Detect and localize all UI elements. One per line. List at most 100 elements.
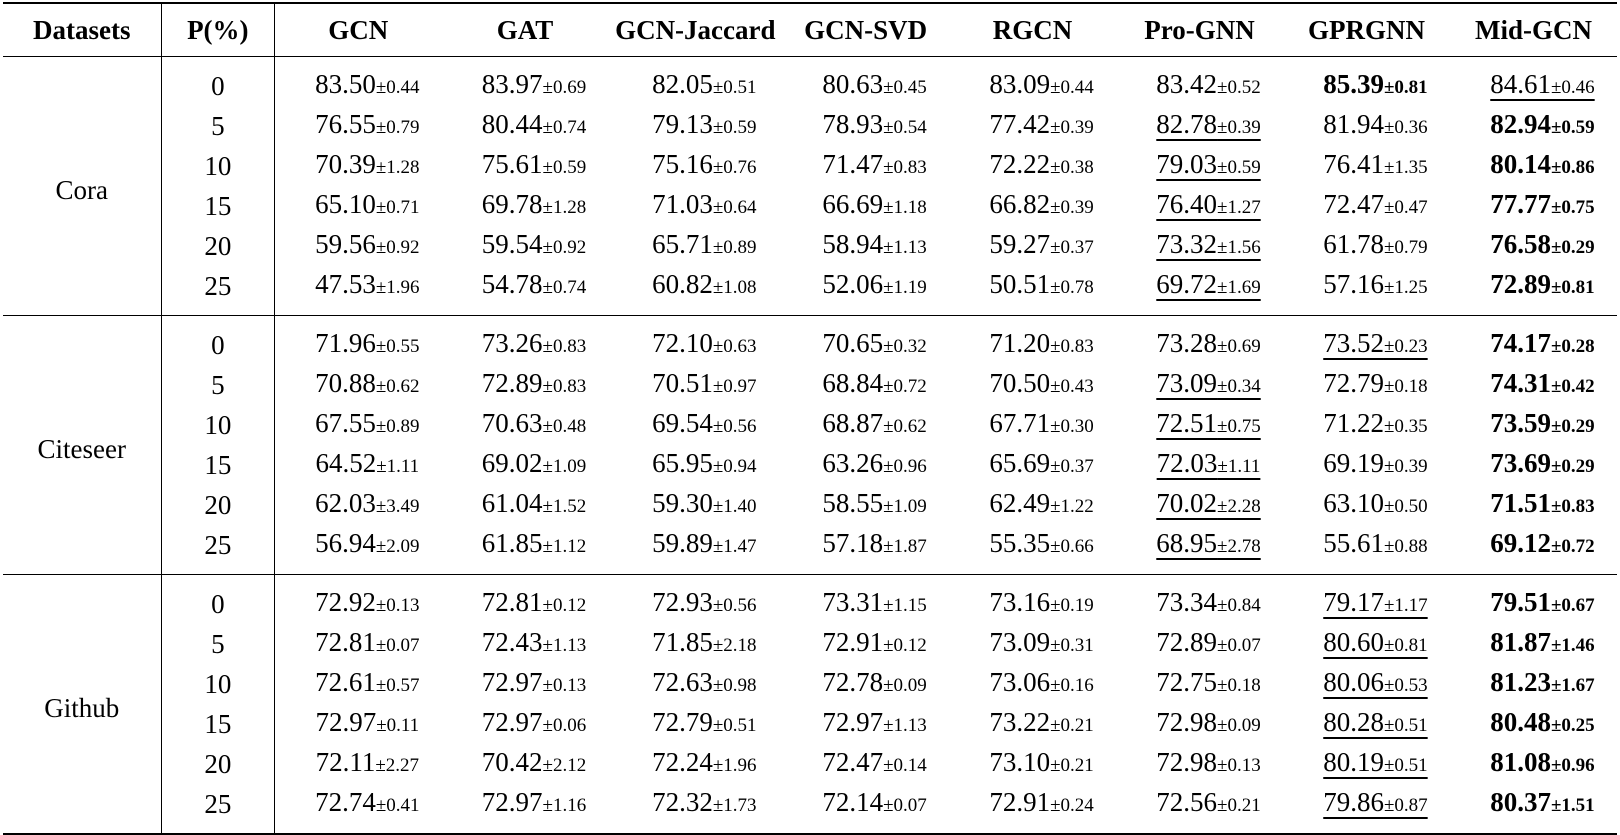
accuracy-std: ±0.74 xyxy=(542,117,587,138)
header-perturbation: P(%) xyxy=(160,3,276,57)
accuracy-mean: 67.55 xyxy=(315,408,376,438)
accuracy-std: ±0.57 xyxy=(375,675,420,696)
result-cell: 72.89±0.83 xyxy=(442,365,609,405)
result-value-group: 71.22±0.35 xyxy=(1323,408,1427,438)
result-value-group: 73.09±0.31 xyxy=(989,627,1093,657)
accuracy-mean: 65.69 xyxy=(989,448,1051,478)
result-cell: 65.69±0.37 xyxy=(949,445,1116,485)
accuracy-std: ±0.38 xyxy=(1050,157,1094,178)
perturbation-rate: 0 xyxy=(160,56,276,106)
result-cell: 79.17±1.17 xyxy=(1282,574,1450,624)
accuracy-mean: 72.98 xyxy=(1156,707,1218,737)
accuracy-std: ±0.79 xyxy=(375,117,420,138)
result-cell: 75.61±0.59 xyxy=(442,146,609,186)
accuracy-mean: 80.06 xyxy=(1323,667,1384,697)
result-value-group: 72.81±0.07 xyxy=(315,627,419,657)
header-datasets: Datasets xyxy=(3,3,162,57)
result-value-group: 74.31±0.42 xyxy=(1490,368,1594,398)
result-value-group: 80.06±0.53 xyxy=(1323,667,1427,697)
result-cell: 63.10±0.50 xyxy=(1283,485,1450,525)
dataset-group-citeseer: Citeseer 0 71.96±0.55 73.26±0.83 72.10±0.63 7… xyxy=(3,315,1617,575)
accuracy-std: ±0.59 xyxy=(1217,157,1261,178)
result-cell: 73.31±1.15 xyxy=(782,574,950,624)
result-cell: 70.65±0.32 xyxy=(782,315,950,365)
accuracy-std: ±0.76 xyxy=(712,157,757,178)
accuracy-mean: 82.94 xyxy=(1490,109,1551,139)
result-cell: 78.93±0.54 xyxy=(782,106,949,146)
result-cell: 62.49±1.22 xyxy=(949,485,1116,525)
result-value-group: 85.39±0.81 xyxy=(1323,69,1427,99)
accuracy-mean: 78.93 xyxy=(822,109,884,139)
table-row: Citeseer 0 71.96±0.55 73.26±0.83 72.10±0.63 7… xyxy=(3,315,1617,575)
result-cell: 80.63±0.45 xyxy=(782,57,949,107)
accuracy-mean: 69.12 xyxy=(1490,528,1551,558)
accuracy-std: ±2.12 xyxy=(542,755,587,776)
accuracy-mean: 79.51 xyxy=(1490,587,1551,617)
accuracy-std: ±1.28 xyxy=(375,157,420,178)
result-value-group: 61.85±1.12 xyxy=(482,528,586,558)
result-value-group: 60.82±1.08 xyxy=(652,269,756,299)
accuracy-std: ±0.69 xyxy=(542,77,587,98)
result-value-group: 72.93±0.56 xyxy=(652,587,756,617)
accuracy-std: ±0.32 xyxy=(883,336,927,357)
result-cell: 83.42±0.52 xyxy=(1116,57,1283,107)
result-value-group: 80.44±0.74 xyxy=(482,109,586,139)
result-value-group: 72.61±0.57 xyxy=(315,667,419,697)
accuracy-mean: 63.10 xyxy=(1323,488,1384,518)
accuracy-mean: 72.93 xyxy=(652,587,713,617)
accuracy-mean: 65.10 xyxy=(315,189,376,219)
accuracy-std: ±0.45 xyxy=(883,77,927,98)
result-cell: 79.03±0.59 xyxy=(1116,146,1283,186)
result-cell: 76.58±0.29 xyxy=(1450,226,1617,266)
result-cell: 80.44±0.74 xyxy=(442,106,609,146)
result-value-group: 71.03±0.64 xyxy=(652,189,756,219)
perturbation-rate: 0 xyxy=(160,574,276,624)
result-value-group: 61.04±1.52 xyxy=(482,488,586,518)
accuracy-mean: 74.17 xyxy=(1490,328,1551,358)
result-cell: 73.59±0.29 xyxy=(1450,405,1617,445)
accuracy-mean: 80.60 xyxy=(1323,627,1384,657)
accuracy-mean: 72.24 xyxy=(652,747,713,777)
accuracy-std: ±0.36 xyxy=(1383,117,1428,138)
result-cell: 79.13±0.59 xyxy=(608,106,782,146)
accuracy-mean: 65.95 xyxy=(652,448,713,478)
result-value-group: 79.17±1.17 xyxy=(1323,587,1427,617)
result-cell: 71.96±0.55 xyxy=(274,315,442,365)
result-cell: 71.03±0.64 xyxy=(608,186,782,226)
accuracy-mean: 61.85 xyxy=(481,528,543,558)
accuracy-std: ±1.08 xyxy=(712,277,757,298)
accuracy-mean: 52.06 xyxy=(822,269,884,299)
result-cell: 70.42±2.12 xyxy=(442,744,609,784)
accuracy-std: ±0.81 xyxy=(1383,635,1428,656)
result-value-group: 83.50±0.44 xyxy=(315,69,419,99)
accuracy-std: ±0.81 xyxy=(1383,77,1428,98)
accuracy-std: ±0.42 xyxy=(1551,376,1595,397)
result-value-group: 73.22±0.21 xyxy=(989,707,1093,737)
accuracy-std: ±0.30 xyxy=(1050,416,1094,437)
accuracy-mean: 72.75 xyxy=(1156,667,1218,697)
result-cell: 70.02±2.28 xyxy=(1116,485,1283,525)
accuracy-std: ±0.56 xyxy=(712,416,757,437)
result-value-group: 70.42±2.12 xyxy=(482,747,586,777)
accuracy-mean: 72.63 xyxy=(652,667,713,697)
accuracy-mean: 71.47 xyxy=(822,149,884,179)
result-cell: 80.06±0.53 xyxy=(1283,664,1450,704)
accuracy-mean: 58.94 xyxy=(822,229,884,259)
result-cell: 79.86±0.87 xyxy=(1283,784,1450,834)
result-value-group: 72.89±0.07 xyxy=(1156,627,1260,657)
accuracy-std: ±0.13 xyxy=(375,595,420,616)
table-row: 10 72.61±0.57 72.97±0.13 72.63±0.98 72.78±0.… xyxy=(3,664,1617,704)
result-cell: 63.26±0.96 xyxy=(782,445,949,485)
accuracy-mean: 66.82 xyxy=(989,189,1051,219)
header-mid-gcn: Mid-GCN xyxy=(1449,3,1617,57)
accuracy-mean: 81.23 xyxy=(1490,667,1551,697)
accuracy-mean: 71.51 xyxy=(1490,488,1551,518)
result-value-group: 68.95±2.78 xyxy=(1156,528,1260,558)
result-cell: 77.42±0.39 xyxy=(949,106,1116,146)
result-cell: 73.22±0.21 xyxy=(949,704,1116,744)
result-value-group: 72.22±0.38 xyxy=(989,149,1093,179)
result-cell: 61.04±1.52 xyxy=(442,485,609,525)
result-value-group: 69.02±1.09 xyxy=(482,448,586,478)
result-value-group: 81.08±0.96 xyxy=(1490,747,1594,777)
accuracy-std: ±0.51 xyxy=(1383,755,1428,776)
